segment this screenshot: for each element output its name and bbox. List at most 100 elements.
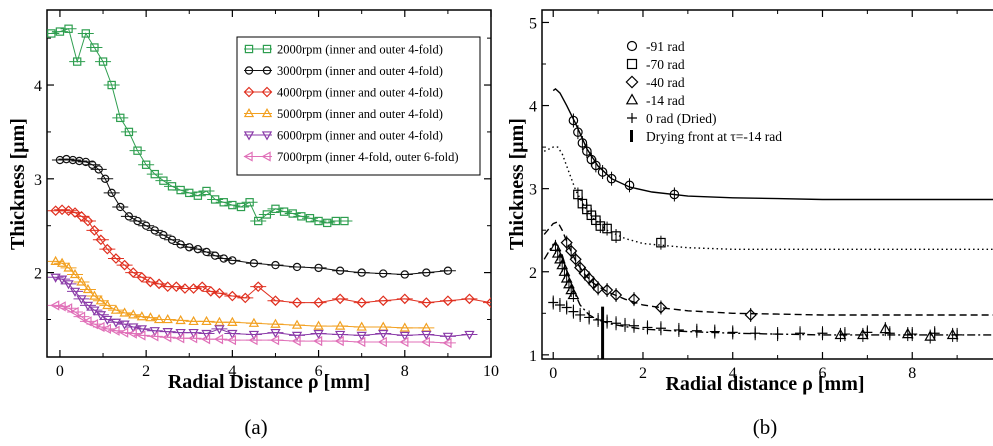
data-point (88, 319, 99, 330)
data-point (269, 334, 280, 346)
data-point (356, 331, 367, 341)
data-point (127, 328, 137, 339)
data-point (63, 262, 74, 272)
data-point (153, 278, 165, 290)
data-point (176, 240, 185, 249)
data-point (400, 270, 409, 279)
legend-entry: -70 rad (626, 57, 685, 72)
x-tick-label: 0 (56, 363, 64, 380)
data-point (442, 295, 454, 307)
data-point (279, 207, 289, 216)
data-point (334, 320, 346, 330)
data-point (179, 283, 191, 294)
data-point (595, 221, 606, 231)
data-point (89, 290, 100, 300)
data-point (236, 202, 246, 212)
panel-b: 024681012345 -91 rad-70 rad-40 rad-14 ra… (506, 9, 993, 439)
data-point (582, 146, 592, 157)
data-point (119, 327, 129, 338)
data-point (378, 329, 389, 340)
data-point (136, 325, 147, 335)
data-point (549, 240, 562, 251)
data-point (795, 328, 806, 339)
data-point (322, 218, 332, 228)
data-point (673, 324, 684, 335)
data-point (141, 221, 151, 230)
data-point (213, 334, 224, 345)
data-point (102, 315, 113, 326)
plot-frame-a (46, 9, 492, 358)
data-point (335, 266, 345, 275)
data-point (98, 57, 108, 66)
series-7000rpm-inner-4-fold-outer-6-fold (47, 300, 456, 349)
series-91-rad (552, 87, 993, 202)
data-point (89, 225, 100, 236)
data-point (200, 334, 211, 345)
data-point (63, 303, 73, 314)
data-point (133, 146, 142, 155)
series-3000rpm-inner-and-outer-4-fold (51, 154, 456, 279)
data-point (727, 327, 738, 338)
x-tick-label: 8 (401, 363, 409, 380)
ticks-a: 0 2 4 6 8 10 2 3 4 (34, 10, 499, 380)
data-point (584, 312, 595, 323)
data-point (334, 293, 346, 305)
data-point (69, 306, 79, 318)
series-group-a (47, 24, 491, 349)
data-point (188, 315, 199, 326)
x-tick-label: 6 (315, 363, 323, 380)
data-point (95, 295, 107, 305)
data-point (558, 265, 571, 276)
series-line (59, 158, 448, 276)
data-point (744, 308, 757, 322)
data-point (291, 319, 303, 329)
data-point (239, 292, 251, 304)
legend-label: 6000rpm (inner and outer 4-fold) (277, 129, 443, 143)
data-point (119, 259, 130, 271)
data-point (597, 167, 608, 177)
data-point (56, 275, 68, 285)
data-point (55, 27, 65, 36)
data-point (50, 255, 61, 266)
y-tick-label: 2 (529, 265, 537, 282)
data-point (627, 293, 641, 306)
data-point (82, 283, 94, 294)
data-point (485, 297, 491, 308)
data-point (76, 276, 87, 286)
plot-frame-b (541, 9, 993, 360)
data-point (929, 328, 940, 339)
data-point (314, 216, 323, 226)
data-point (443, 266, 453, 275)
data-point (69, 268, 81, 279)
legend-box-a (236, 36, 481, 176)
y-tick-label: 3 (34, 172, 42, 189)
data-point (101, 323, 112, 335)
data-point (102, 299, 113, 310)
data-point (568, 115, 579, 126)
data-point (94, 165, 103, 174)
legend-marker (261, 151, 271, 162)
data-point (600, 283, 614, 297)
data-point (76, 295, 87, 305)
legend-label: 2000rpm (inner and outer 4-fold) (277, 43, 443, 57)
data-point (565, 244, 578, 258)
data-point (188, 333, 198, 344)
data-point (262, 210, 272, 219)
legend-marker (244, 66, 254, 75)
legend-entry: -40 rad (625, 75, 685, 90)
data-point (857, 328, 869, 340)
data-point (377, 336, 387, 348)
fit-curve (552, 87, 993, 201)
legend-marker (626, 40, 638, 52)
data-point (420, 336, 430, 348)
data-point (573, 127, 583, 137)
legend-marker (262, 66, 272, 75)
data-point (136, 271, 148, 283)
data-point (560, 236, 573, 249)
legend-label: 5000rpm (inner and outer 4-fold) (277, 107, 443, 121)
data-point (149, 331, 159, 342)
data-point (907, 329, 918, 340)
data-point (185, 188, 194, 198)
data-point (270, 295, 281, 307)
